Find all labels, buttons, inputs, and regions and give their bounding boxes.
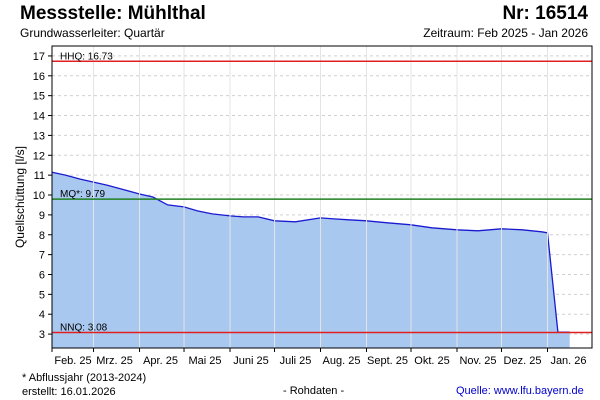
x-tick-label: Nov. 25 (459, 355, 496, 367)
y-tick-label: 14 (33, 111, 45, 123)
y-axis-label: Quellschüttung [l/s] (13, 146, 27, 248)
x-tick-label: Aug. 25 (323, 355, 361, 367)
y-tick-label: 6 (39, 269, 45, 281)
y-tick-label: 17 (33, 51, 45, 63)
y-tick-label: 9 (39, 210, 45, 222)
y-tick-label: 15 (33, 91, 45, 103)
x-tick-label: Okt. 25 (414, 355, 449, 367)
y-tick-label: 4 (39, 309, 45, 321)
x-tick-label: Juni 25 (233, 355, 268, 367)
x-tick-label: Mai 25 (189, 355, 222, 367)
footnote: * Abflussjahr (2013-2024) (22, 372, 147, 384)
x-tick-label: Juli 25 (280, 355, 312, 367)
x-tick-label: Dez. 25 (504, 355, 542, 367)
station-number: Nr: 16514 (502, 3, 588, 24)
y-tick-label: 11 (34, 170, 45, 182)
y-tick-label: 16 (33, 71, 45, 83)
reference-lines: HHQ: 16.73 MQ*: 9.79 NNQ: 3.08 (52, 51, 592, 334)
x-tick-label: Feb. 25 (54, 355, 91, 367)
axes: 3 4 5 6 7 8 9 10 11 12 13 14 15 16 17 Feb. 25 Mrz. 25 Apr… (33, 45, 593, 367)
created-date: erstellt: 16.01.2026 (22, 386, 116, 398)
data-area (51, 46, 570, 348)
x-tick-label: Jan. 26 (550, 355, 586, 367)
raw-data-label: - Rohdaten - (283, 385, 345, 397)
station-title: Messstelle: Mühlthal (20, 3, 206, 24)
reference-label: HHQ: 16.73 (60, 51, 113, 62)
y-tick-label: 7 (39, 250, 45, 262)
discharge-area (52, 172, 570, 348)
y-tick-label: 10 (33, 190, 45, 202)
x-tick-label: Sept. 25 (367, 355, 408, 367)
y-tick-label: 13 (33, 130, 45, 142)
y-tick-label: 8 (39, 230, 45, 242)
x-tick-label: Apr. 25 (143, 355, 178, 367)
reference-label: MQ*: 9.79 (60, 189, 105, 200)
period-label: Zeitraum: Feb 2025 - Jan 2026 (423, 26, 588, 40)
plot-frame (51, 45, 593, 349)
discharge-line (51, 171, 570, 333)
aquifer-label: Grundwasserleiter: Quartär (20, 26, 165, 40)
y-tick-label: 12 (33, 150, 45, 162)
source-link[interactable]: Quelle: www.lfu.bayern.de (456, 385, 584, 397)
reference-label: NNQ: 3.08 (60, 323, 108, 334)
x-tick-label: Mrz. 25 (96, 355, 133, 367)
y-tick-label: 5 (39, 289, 45, 301)
y-tick-label: 3 (39, 329, 45, 341)
